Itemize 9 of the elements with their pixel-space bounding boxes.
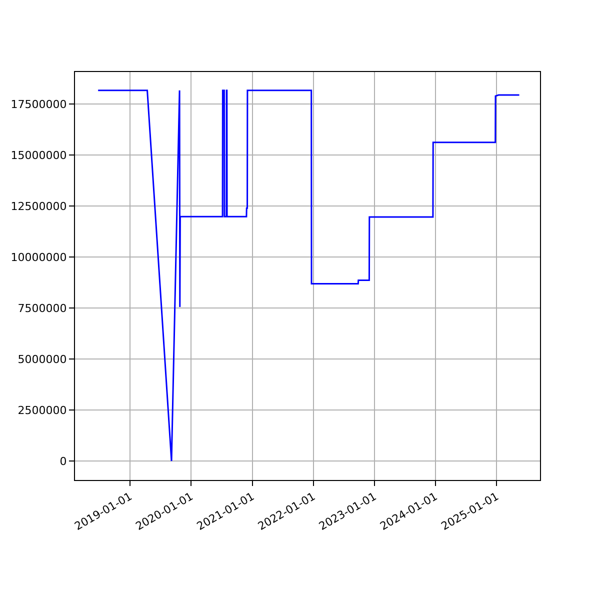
line-series xyxy=(97,90,520,462)
y-tick-label: 0 xyxy=(60,454,67,468)
y-tick-label: 12500000 xyxy=(10,200,67,213)
y-tick-label: 2500000 xyxy=(18,404,67,417)
y-tick-label: 15000000 xyxy=(10,148,67,162)
y-tick-label: 17500000 xyxy=(10,98,67,111)
y-tick-label: 5000000 xyxy=(18,352,67,366)
y-tick-label: 10000000 xyxy=(10,250,67,264)
y-tick-label: 7500000 xyxy=(18,302,67,315)
